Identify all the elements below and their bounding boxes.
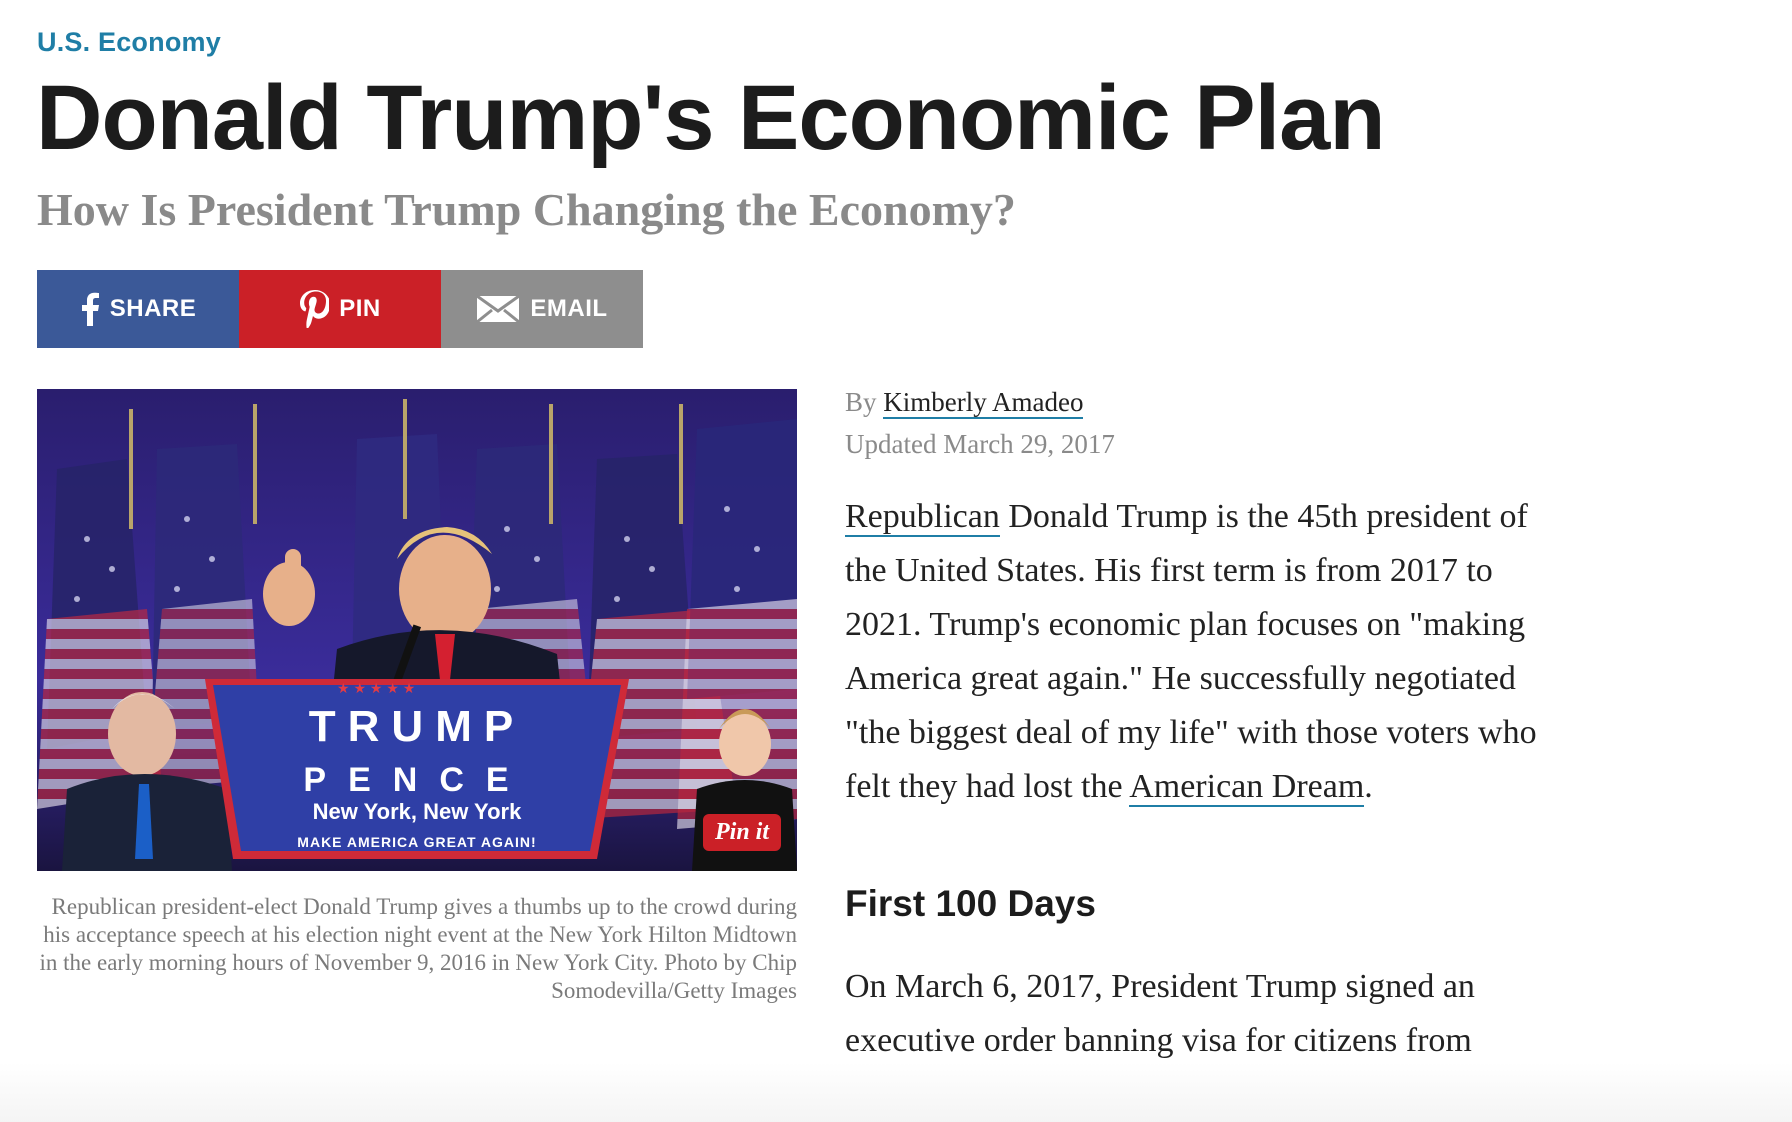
facebook-icon — [80, 292, 100, 326]
pinterest-icon — [299, 290, 330, 328]
american-dream-link[interactable]: American Dream — [1129, 768, 1365, 807]
intro-paragraph: Republican Donald Trump is the 45th pres… — [845, 490, 1565, 814]
share-label: SHARE — [109, 295, 197, 322]
author-link[interactable]: Kimberly Amadeo — [883, 387, 1084, 419]
by-prefix: By — [845, 387, 877, 417]
bottom-fade — [0, 1062, 1792, 1122]
intro-text: Donald Trump is the 45th president of th… — [845, 498, 1537, 805]
page-subtitle: How Is President Trump Changing the Econ… — [37, 184, 1016, 235]
republican-link[interactable]: Republican — [845, 498, 1000, 537]
pin-label: PIN — [339, 295, 381, 322]
sign-line4: MAKE AMERICA GREAT AGAIN! — [297, 834, 536, 850]
hero-photo: ★ ★ ★ ★ ★ TRUMP PENCE New York, New York… — [37, 389, 797, 871]
envelope-icon — [476, 295, 521, 323]
pinterest-pin-button[interactable]: PIN — [239, 270, 441, 348]
sign-line2: PENCE — [303, 761, 530, 799]
byline: By Kimberly Amadeo Updated March 29, 201… — [845, 381, 1115, 465]
sign-line3: New York, New York — [313, 799, 522, 824]
sign-line1: TRUMP — [309, 702, 525, 751]
share-bar: SHARE PIN EMAIL — [37, 270, 643, 348]
page-title: Donald Trump's Economic Plan — [36, 67, 1386, 169]
svg-text:★ ★ ★ ★ ★: ★ ★ ★ ★ ★ — [337, 680, 415, 696]
photo-caption: Republican president-elect Donald Trump … — [39, 894, 797, 1003]
section-heading: First 100 Days — [845, 883, 1096, 924]
email-share-button[interactable]: EMAIL — [441, 270, 643, 348]
article-figure: ★ ★ ★ ★ ★ TRUMP PENCE New York, New York… — [37, 389, 797, 1005]
updated-date: Updated March 29, 2017 — [845, 429, 1115, 459]
facebook-share-button[interactable]: SHARE — [37, 270, 239, 348]
category-link[interactable]: U.S. Economy — [37, 27, 221, 57]
article-body: Republican Donald Trump is the 45th pres… — [845, 490, 1565, 1068]
pin-it-button[interactable]: Pin it — [702, 814, 781, 851]
email-label: EMAIL — [530, 295, 608, 322]
intro-end: . — [1364, 768, 1373, 805]
section-paragraph: On March 6, 2017, President Trump signed… — [845, 968, 1475, 1060]
